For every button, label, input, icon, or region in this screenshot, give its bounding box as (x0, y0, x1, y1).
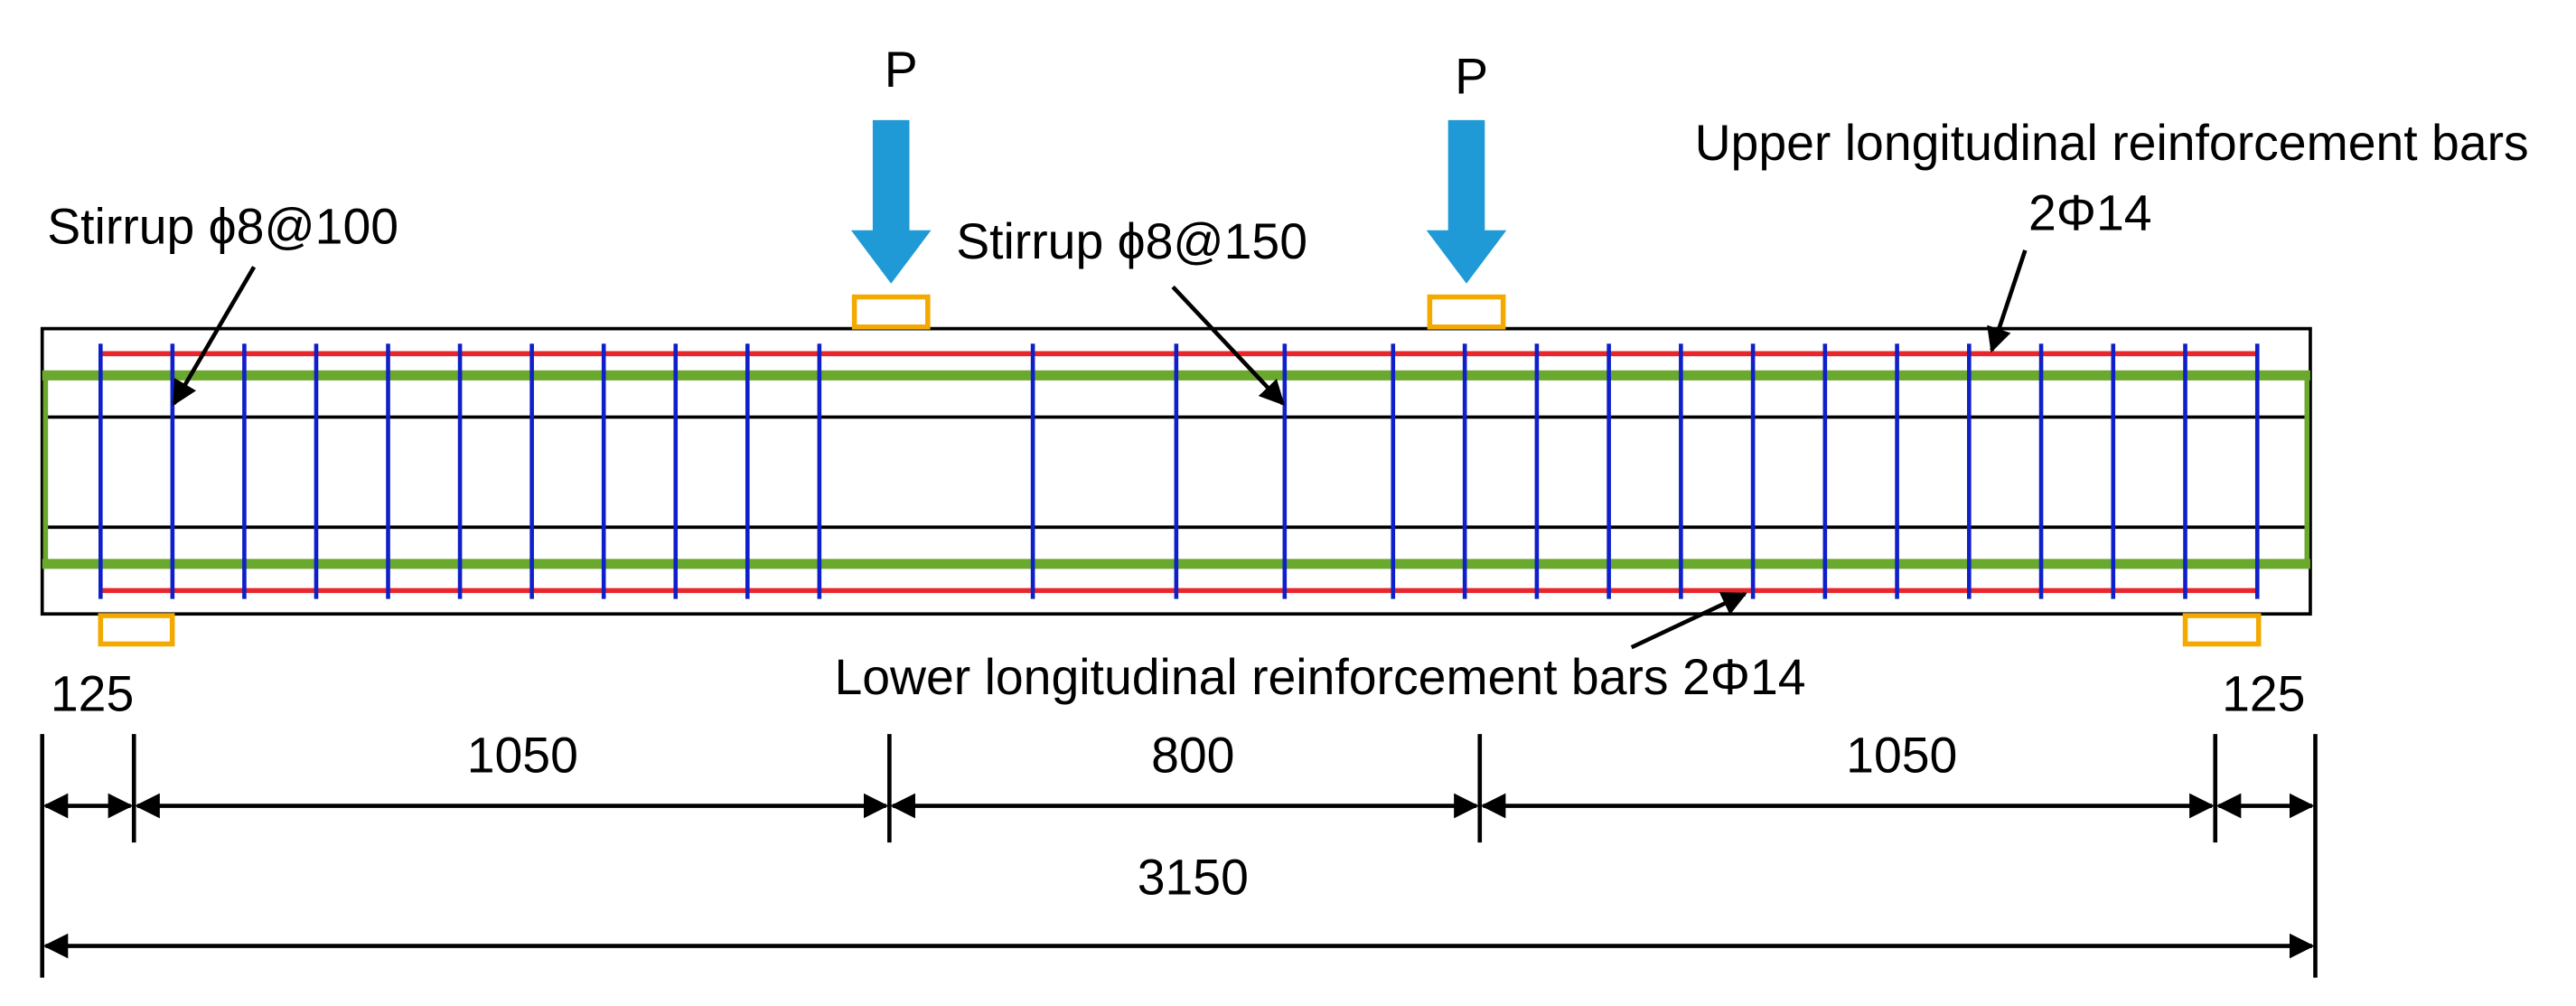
annotation: Stirrup ϕ8@100 (47, 198, 398, 254)
load-arrow (1426, 119, 1507, 284)
dim-label: 125 (2222, 665, 2305, 721)
beam-outline (40, 326, 2312, 616)
annotation: Upper longitudinal reinforcement bars (1695, 115, 2529, 171)
annotation: Lower longitudinal reinforcement bars 2Φ… (834, 649, 1805, 705)
dimensions (40, 734, 2318, 978)
leader (1171, 285, 1285, 406)
support-pad (2182, 613, 2262, 647)
load-arrow (850, 119, 932, 284)
support-pad (1427, 294, 1506, 330)
leader (172, 266, 257, 407)
dimension-labels: 125 1050 800 1050 125 3150 (51, 665, 2306, 905)
load-label: P (1455, 48, 1488, 104)
dim-label: 800 (1151, 728, 1234, 784)
dim-label: 125 (51, 665, 134, 721)
stirrups (98, 343, 2260, 599)
annotations: Stirrup ϕ8@100 Stirrup ϕ8@150 Upper long… (47, 115, 2529, 705)
annotation: 2Φ14 (2028, 185, 2152, 241)
leader (1987, 249, 2028, 353)
support-pad (851, 294, 931, 330)
dim-label: 1050 (467, 728, 578, 784)
annotation: Stirrup ϕ8@150 (956, 213, 1307, 269)
load-label: P (885, 42, 918, 98)
support-pad (98, 613, 175, 647)
leader (1630, 592, 1747, 650)
loads: P P (850, 42, 1507, 284)
dim-label: 3150 (1138, 849, 1249, 905)
dim-label: 1050 (1846, 728, 1957, 784)
beam (40, 294, 2312, 647)
